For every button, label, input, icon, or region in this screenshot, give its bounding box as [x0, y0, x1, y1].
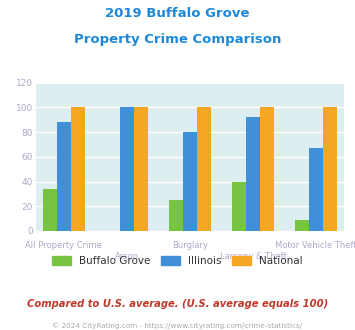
Text: All Property Crime: All Property Crime — [26, 241, 102, 250]
Text: 2019 Buffalo Grove: 2019 Buffalo Grove — [105, 7, 250, 19]
Text: Motor Vehicle Theft: Motor Vehicle Theft — [275, 241, 355, 250]
Bar — [295, 220, 309, 231]
Bar — [134, 107, 148, 231]
Bar — [169, 200, 183, 231]
Text: Larceny & Theft: Larceny & Theft — [219, 252, 286, 261]
Bar — [197, 107, 211, 231]
Legend: Buffalo Grove, Illinois, National: Buffalo Grove, Illinois, National — [48, 252, 307, 270]
Text: Arson: Arson — [115, 252, 139, 261]
Bar — [57, 122, 71, 231]
Text: Property Crime Comparison: Property Crime Comparison — [74, 33, 281, 46]
Text: Burglary: Burglary — [172, 241, 208, 250]
Text: Compared to U.S. average. (U.S. average equals 100): Compared to U.S. average. (U.S. average … — [27, 299, 328, 309]
Bar — [309, 148, 323, 231]
Bar — [43, 189, 57, 231]
Bar — [232, 182, 246, 231]
Bar — [120, 107, 134, 231]
Bar — [71, 107, 84, 231]
Bar — [183, 132, 197, 231]
Bar — [323, 107, 337, 231]
Text: © 2024 CityRating.com - https://www.cityrating.com/crime-statistics/: © 2024 CityRating.com - https://www.city… — [53, 323, 302, 329]
Bar — [246, 117, 260, 231]
Bar — [260, 107, 274, 231]
